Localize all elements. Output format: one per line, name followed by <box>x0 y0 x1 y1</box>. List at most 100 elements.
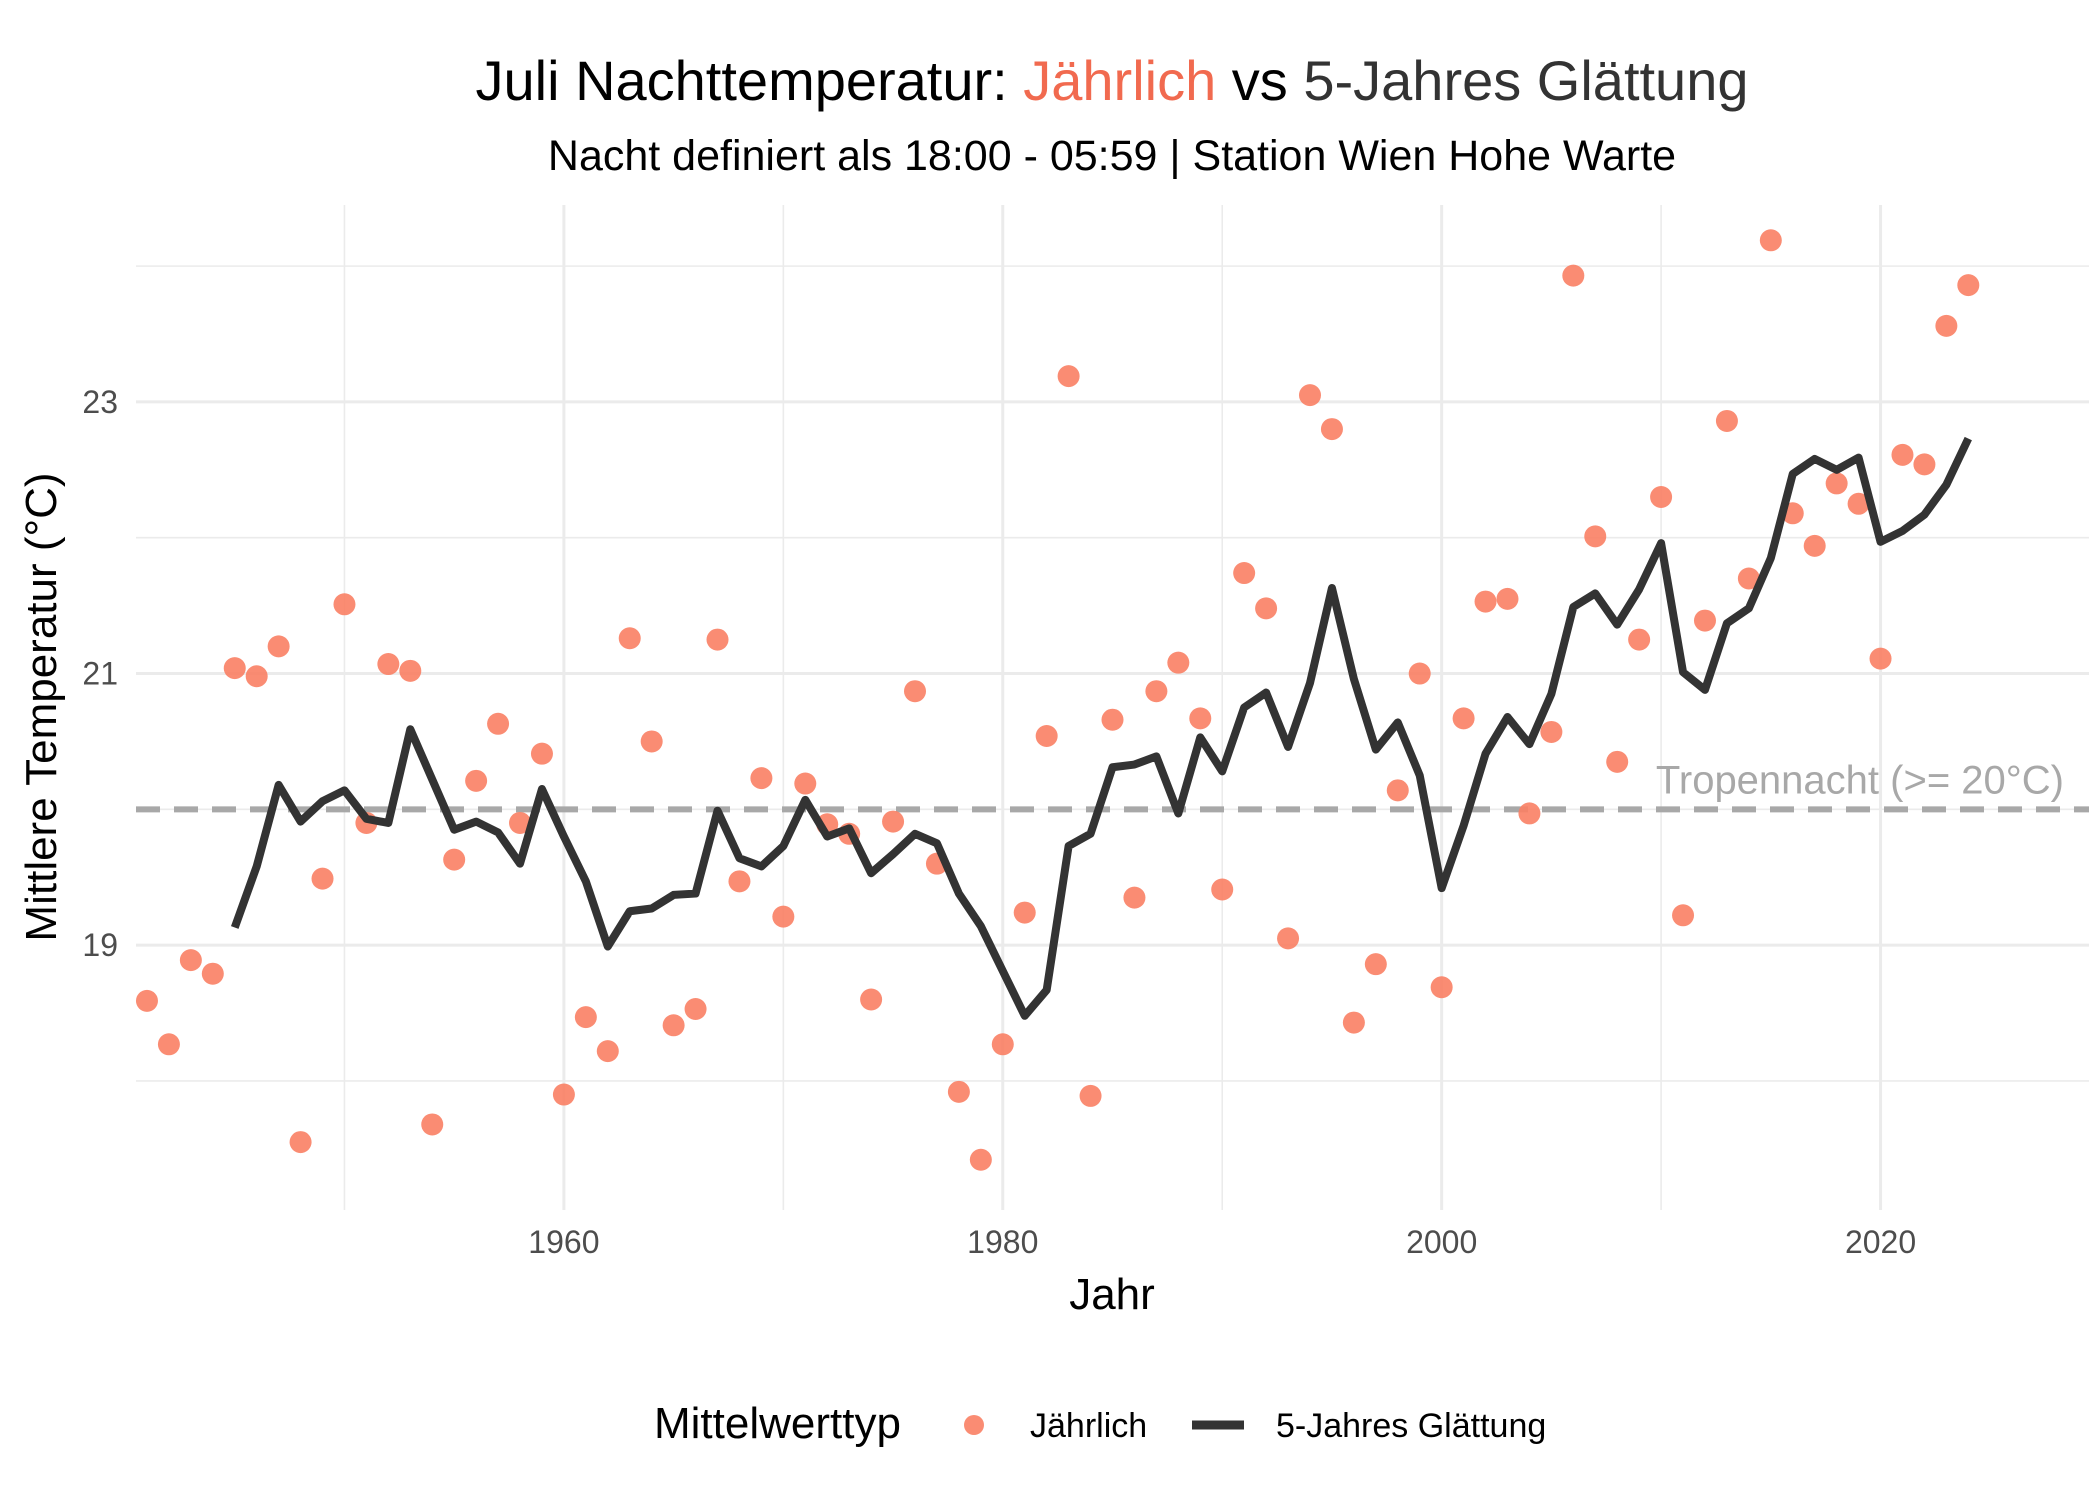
legend-title: Mittelwerttyp <box>654 1399 901 1448</box>
x-axis-label: Jahr <box>1069 1270 1155 1319</box>
y-axis-tick-labels: 19 21 23 <box>82 384 118 963</box>
data-point-annual <box>201 962 224 985</box>
y-tick-label: 19 <box>82 927 118 963</box>
data-point-annual <box>1211 878 1234 901</box>
title-prefix: Juli Nachttemperatur: <box>475 49 1023 112</box>
data-point-annual <box>245 665 268 688</box>
y-tick-label: 23 <box>82 384 118 420</box>
data-point-annual <box>1167 651 1190 674</box>
x-axis-tick-labels: 1960 1980 2000 2020 <box>528 1224 1916 1260</box>
legend-item-smooth: 5-Jahres Glättung <box>1276 1407 1546 1445</box>
data-point-annual <box>1650 485 1673 508</box>
data-point-annual <box>1913 453 1936 476</box>
data-point-annual <box>728 870 751 893</box>
data-point-annual <box>223 657 246 680</box>
chart-subtitle: Nacht definiert als 18:00 - 05:59 | Stat… <box>548 132 1676 180</box>
y-axis-label: Mittlere Temperatur (°C) <box>17 472 66 941</box>
data-point-annual <box>1737 567 1760 590</box>
data-point-annual <box>135 989 158 1012</box>
title-suffix: 5-Jahres Glättung <box>1303 49 1748 112</box>
data-point-annual <box>947 1080 970 1103</box>
data-point-annual <box>684 998 707 1020</box>
data-point-annual <box>1057 365 1080 388</box>
data-point-annual <box>904 680 927 703</box>
data-point-annual <box>1452 707 1475 730</box>
data-point-annual <box>487 712 510 735</box>
data-point-annual <box>443 848 466 871</box>
data-point-annual <box>179 949 202 972</box>
data-point-annual <box>1101 708 1124 731</box>
data-point-annual <box>1584 525 1607 548</box>
data-point-annual <box>465 769 488 792</box>
data-point-annual <box>596 1040 619 1063</box>
data-point-annual <box>267 635 290 658</box>
data-point-annual <box>662 1014 685 1037</box>
data-point-annual <box>421 1113 444 1136</box>
data-point-annual <box>289 1131 312 1154</box>
data-point-annual <box>706 628 729 651</box>
data-point-annual <box>1628 628 1651 651</box>
data-point-annual <box>750 767 773 790</box>
data-point-annual <box>1408 662 1431 685</box>
data-point-annual <box>377 653 400 676</box>
series-line-smooth <box>230 436 1972 1020</box>
data-point-annual <box>1957 274 1980 297</box>
data-point-annual <box>1386 779 1409 802</box>
data-point-annual <box>1189 707 1212 730</box>
x-tick-label: 2000 <box>1406 1224 1477 1260</box>
x-tick-label: 1980 <box>967 1224 1038 1260</box>
data-point-annual <box>1562 264 1585 287</box>
data-point-annual <box>618 627 641 650</box>
data-point-annual <box>1233 562 1256 585</box>
data-point-annual <box>1935 314 1958 337</box>
legend-item-annual: Jährlich <box>1030 1407 1147 1445</box>
smooth-line-series <box>230 436 1972 1020</box>
data-point-annual <box>509 811 532 834</box>
data-point-annual <box>574 1006 597 1029</box>
data-point-annual <box>882 810 905 833</box>
data-point-annual <box>1035 725 1058 748</box>
data-point-annual <box>1869 647 1892 670</box>
data-point-annual <box>1430 976 1453 999</box>
data-point-annual <box>860 988 883 1011</box>
data-point-annual <box>157 1033 180 1056</box>
data-point-annual <box>1320 418 1343 441</box>
data-point-annual <box>552 1083 575 1106</box>
title-highlight: Jährlich <box>1023 49 1216 112</box>
x-tick-label: 1960 <box>528 1224 599 1260</box>
data-point-annual <box>969 1148 992 1171</box>
legend-point-key <box>964 1415 984 1435</box>
title-middle: vs <box>1216 49 1303 112</box>
data-point-annual <box>1298 384 1321 407</box>
reference-line-group: Tropennacht (>= 20°C) <box>136 758 2089 813</box>
data-point-annual <box>1518 802 1541 825</box>
annual-points-series <box>135 229 1980 1171</box>
data-point-annual <box>1540 720 1563 743</box>
data-point-annual <box>772 905 795 928</box>
data-point-annual <box>1364 953 1387 976</box>
data-point-annual <box>530 742 553 765</box>
data-point-annual <box>1803 534 1826 557</box>
data-point-annual <box>1496 587 1519 610</box>
data-point-annual <box>1606 750 1629 773</box>
data-point-annual <box>1145 680 1168 703</box>
x-tick-label: 2020 <box>1845 1224 1916 1260</box>
data-point-annual <box>1759 229 1782 252</box>
data-point-annual <box>640 730 663 753</box>
data-point-annual <box>1342 1011 1365 1034</box>
data-point-annual <box>1847 492 1870 515</box>
data-point-annual <box>333 593 356 616</box>
reference-line-label: Tropennacht (>= 20°C) <box>1656 758 2064 802</box>
data-point-annual <box>311 867 334 890</box>
data-point-annual <box>1079 1084 1102 1107</box>
data-point-annual <box>1123 886 1146 909</box>
y-tick-label: 21 <box>82 656 118 692</box>
data-point-annual <box>1825 472 1848 495</box>
data-point-annual <box>1255 597 1278 620</box>
data-point-annual <box>1277 927 1300 950</box>
legend: Mittelwerttyp Jährlich 5-Jahres Glättung <box>654 1399 1546 1448</box>
data-point-annual <box>1474 590 1497 613</box>
